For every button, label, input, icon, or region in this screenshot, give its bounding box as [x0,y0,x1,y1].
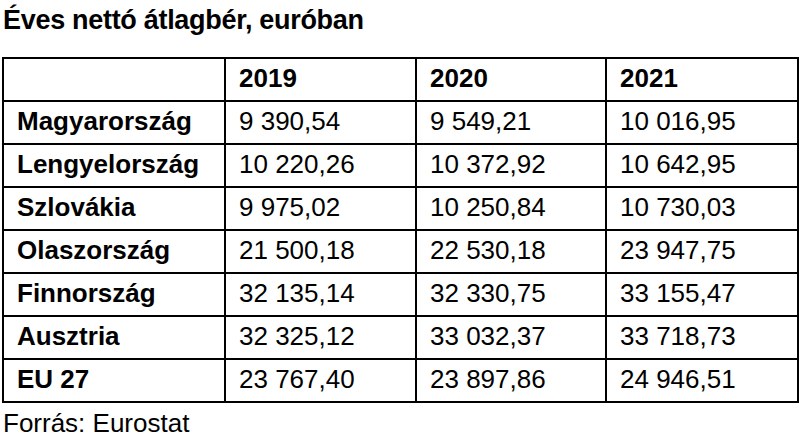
cell-value: 10 730,03 [606,187,798,230]
table-row: Magyarország 9 390,54 9 549,21 10 016,95 [3,101,798,144]
cell-value: 23 767,40 [225,359,416,402]
table-row: Ausztria 32 325,12 33 032,37 33 718,73 [3,316,798,359]
row-header-country: EU 27 [3,359,225,402]
column-header-2020: 2020 [416,58,606,101]
cell-value: 33 032,37 [416,316,606,359]
cell-value: 10 220,26 [225,144,416,187]
header-row: 2019 2020 2021 [3,58,798,101]
cell-value: 22 530,18 [416,230,606,273]
table-row: Szlovákia 9 975,02 10 250,84 10 730,03 [3,187,798,230]
table-row: Lengyelország 10 220,26 10 372,92 10 642… [3,144,798,187]
cell-value: 24 946,51 [606,359,798,402]
cell-value: 9 975,02 [225,187,416,230]
cell-value: 21 500,18 [225,230,416,273]
row-header-country: Ausztria [3,316,225,359]
row-header-country: Lengyelország [3,144,225,187]
cell-value: 32 135,14 [225,273,416,316]
row-header-country: Finnország [3,273,225,316]
cell-value: 23 897,86 [416,359,606,402]
column-header-2021: 2021 [606,58,798,101]
page-title: Éves nettó átlagbér, euróban [3,4,800,36]
corner-cell [3,58,225,101]
table-row: EU 27 23 767,40 23 897,86 24 946,51 [3,359,798,402]
cell-value: 33 718,73 [606,316,798,359]
cell-value: 32 325,12 [225,316,416,359]
cell-value: 33 155,47 [606,273,798,316]
table-row: Finnország 32 135,14 32 330,75 33 155,47 [3,273,798,316]
source-note: Forrás: Eurostat [3,408,800,439]
cell-value: 10 250,84 [416,187,606,230]
row-header-country: Olaszország [3,230,225,273]
cell-value: 23 947,75 [606,230,798,273]
row-header-country: Magyarország [3,101,225,144]
cell-value: 9 390,54 [225,101,416,144]
cell-value: 10 016,95 [606,101,798,144]
table-row: Olaszország 21 500,18 22 530,18 23 947,7… [3,230,798,273]
cell-value: 32 330,75 [416,273,606,316]
table-figure: Éves nettó átlagbér, euróban 2019 2020 2… [0,4,800,442]
column-header-2019: 2019 [225,58,416,101]
cell-value: 9 549,21 [416,101,606,144]
row-header-country: Szlovákia [3,187,225,230]
cell-value: 10 642,95 [606,144,798,187]
cell-value: 10 372,92 [416,144,606,187]
data-table: 2019 2020 2021 Magyarország 9 390,54 9 5… [2,57,799,403]
